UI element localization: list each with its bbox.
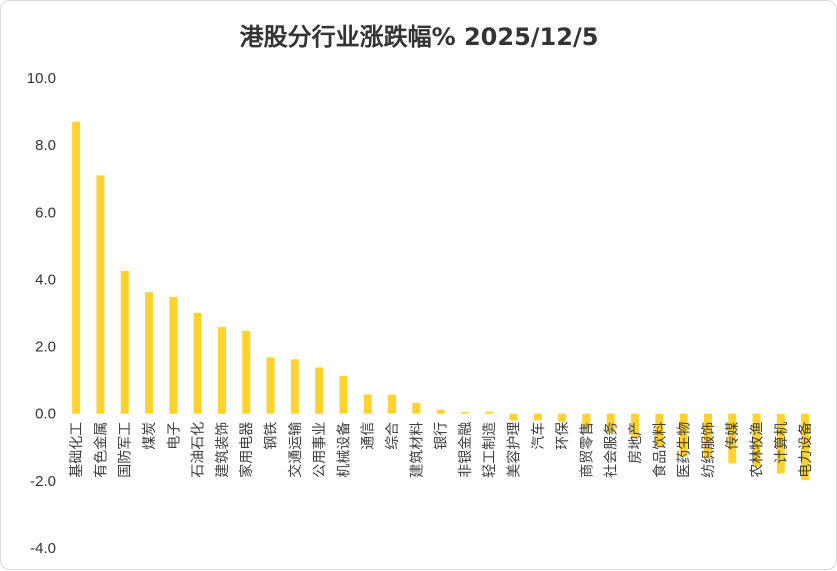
bar	[582, 413, 591, 429]
bar	[315, 367, 324, 414]
x-tick-label: 农林牧渔	[750, 422, 766, 478]
x-tick-label: 建筑材料	[409, 422, 425, 478]
x-tick-label: 公用事业	[312, 422, 328, 478]
x-tick-label: 通信	[361, 422, 377, 450]
x-tick-label: 基础化工	[68, 422, 85, 478]
y-tick-label: 8.0	[35, 137, 56, 154]
y-tick-label: 0.0	[35, 406, 56, 423]
bar	[703, 413, 712, 459]
y-tick-label: 6.0	[35, 204, 56, 221]
x-tick-label: 商贸零售	[579, 422, 595, 478]
bar	[169, 296, 178, 414]
x-tick-label: 电力设备	[797, 422, 814, 478]
bar	[776, 413, 785, 474]
y-tick-label: 10.0	[27, 70, 56, 87]
x-tick-label: 建筑装饰	[215, 422, 231, 478]
x-tick-label: 食品饮料	[651, 422, 668, 478]
x-tick-label: 家用电器	[238, 422, 255, 478]
bar	[606, 413, 615, 433]
x-tick-label: 钢铁	[264, 422, 280, 450]
bar	[436, 409, 445, 414]
x-tick-label: 机械设备	[335, 422, 352, 478]
y-tick-label: -4.0	[30, 540, 56, 557]
x-tick-label: 银行	[434, 422, 450, 450]
bar	[266, 357, 275, 414]
y-tick-label: 2.0	[35, 339, 56, 356]
bar	[752, 413, 761, 467]
bar	[801, 413, 810, 481]
chart-title: 港股分行业涨跌幅% 2025/12/5	[240, 23, 599, 51]
x-tick-label: 纺织服饰	[701, 422, 717, 478]
x-tick-label: 轻工制造	[482, 422, 498, 478]
bar	[290, 359, 299, 414]
bar	[339, 375, 348, 414]
x-tick-label: 医药生物	[677, 422, 693, 478]
x-tick-label: 房地产	[628, 422, 644, 464]
x-tick-label: 环保	[555, 422, 571, 450]
x-tick-label: 石油石化	[191, 422, 207, 478]
x-tick-label: 美容护理	[506, 422, 523, 478]
bars	[72, 121, 810, 481]
y-axis: 10.0 8.0 6.0 4.0 2.0 0.0 -2.0 -4.0	[27, 70, 56, 557]
x-tick-label: 煤炭	[142, 422, 158, 450]
bar	[242, 330, 251, 414]
x-tick-label: 综合	[385, 422, 401, 450]
bar	[485, 411, 494, 414]
bar	[363, 394, 372, 414]
x-tick-label: 传媒	[725, 422, 741, 450]
x-axis: 基础化工 有色金属 国防军工 煤炭 电子 石油石化 建筑装饰 家用电器 钢铁 交通运输 公用事业 机械…	[68, 422, 814, 478]
bar	[728, 413, 737, 464]
bar	[533, 413, 542, 421]
bar	[509, 413, 518, 421]
bar	[120, 271, 129, 414]
x-tick-label: 国防军工	[118, 422, 134, 478]
y-tick-label: 4.0	[35, 271, 56, 288]
x-tick-label: 汽车	[530, 422, 547, 450]
bar	[193, 313, 202, 414]
bar	[679, 413, 688, 457]
bar	[460, 412, 469, 414]
x-tick-label: 计算机	[774, 422, 790, 464]
x-tick-label: 电子	[166, 422, 182, 450]
y-tick-label: -2.0	[30, 473, 56, 490]
bar	[412, 402, 421, 414]
bar	[145, 292, 154, 414]
x-tick-label: 社会服务	[604, 422, 620, 478]
bar	[72, 121, 81, 414]
x-tick-label: 非银金融	[458, 422, 474, 478]
bar	[217, 327, 226, 414]
x-tick-label: 有色金属	[92, 422, 109, 478]
bar	[388, 394, 397, 414]
bar	[631, 413, 640, 438]
bar	[655, 413, 664, 447]
bar	[96, 175, 105, 414]
bar	[558, 413, 567, 422]
x-tick-label: 交通运输	[287, 422, 304, 478]
